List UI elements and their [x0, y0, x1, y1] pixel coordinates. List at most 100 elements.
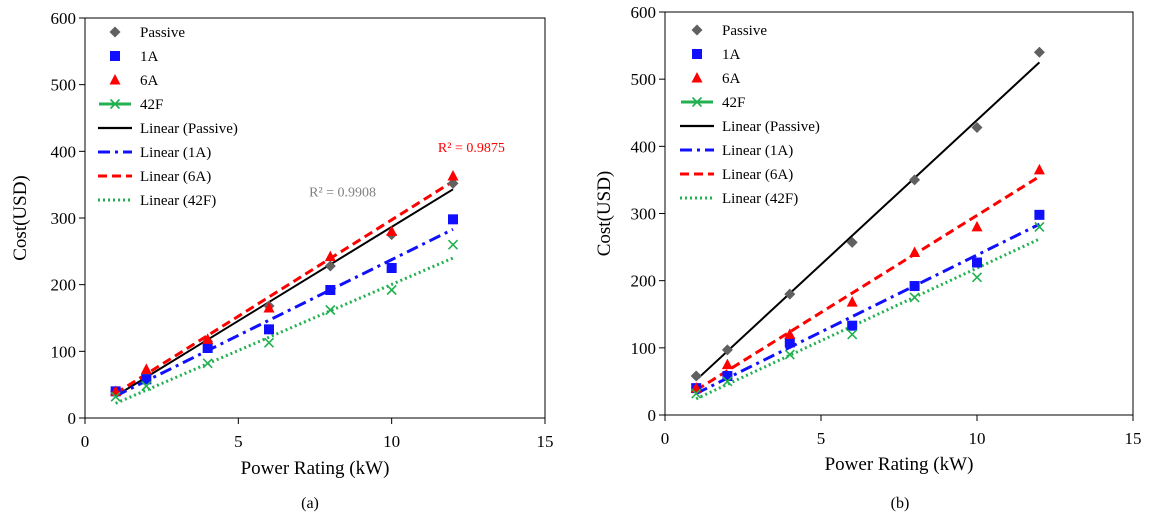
data-point-42f	[325, 304, 336, 316]
data-point-1a	[448, 214, 458, 225]
legend-label: 1A	[140, 49, 159, 65]
data-point-1a	[722, 371, 733, 382]
x-tick-label: 5	[817, 429, 826, 448]
legend-label: 6A	[722, 71, 741, 87]
y-tick-label: 100	[631, 339, 657, 358]
y-tick-label: 500	[51, 76, 77, 95]
data-point-passive	[971, 122, 983, 134]
trendline-linear-42f-	[115, 256, 454, 405]
data-point-42f	[141, 380, 152, 392]
data-point-42f	[202, 358, 213, 369]
y-axis-label: Cost(USD)	[594, 171, 615, 257]
data-point-6a	[1033, 163, 1045, 175]
legend-label: Linear (6A)	[140, 169, 211, 185]
x-tick-label: 15	[537, 432, 554, 451]
x-axis-label: Power Rating (kW)	[825, 454, 974, 475]
legend: Passive 1A 6A 42F Linear (Passive) Linear (1A…	[680, 23, 820, 207]
legend-label: Linear (6A)	[722, 167, 793, 183]
data-point-42f	[1034, 221, 1045, 232]
data-point-1a	[141, 374, 152, 385]
data-point-passive	[690, 370, 702, 382]
data-point-passive	[846, 236, 858, 248]
data-point-6a	[202, 333, 214, 344]
data-point-passive	[784, 288, 796, 300]
x-axis-label: Power Rating (kW)	[241, 458, 390, 479]
x-tick-label: 10	[969, 429, 986, 448]
x-tick-label: 0	[81, 432, 90, 451]
data-point-42f	[971, 272, 983, 283]
data-point-passive	[721, 344, 733, 356]
data-point-6a	[263, 302, 275, 313]
chart-panel-1: 0 100 200 300 400 500 600 0 5 10 15 Power Rating (k…	[594, 3, 1142, 512]
trendline-linear-42f-	[695, 237, 1041, 401]
data-point-6a	[140, 363, 152, 374]
legend-symbol-passive	[691, 24, 703, 36]
legend: Passive 1A 6A 42F Linear (Passive) Linear (1A…	[98, 25, 238, 209]
data-point-1a	[784, 337, 795, 348]
y-tick-label: 100	[51, 342, 77, 361]
legend-label: 6A	[140, 73, 159, 89]
legend-label: Passive	[722, 23, 767, 39]
trendline-linear-1a-	[695, 222, 1041, 395]
y-tick-label: 400	[51, 142, 77, 161]
legend-symbol-42f	[691, 96, 703, 108]
panel-caption: (b)	[891, 495, 910, 512]
data-point-passive	[1033, 46, 1045, 58]
y-tick-label: 0	[68, 409, 77, 428]
y-tick-label: 300	[51, 209, 77, 228]
data-point-1a	[1034, 209, 1045, 220]
data-point-1a	[386, 263, 397, 273]
data-point-42f	[386, 284, 397, 296]
data-point-passive	[447, 177, 459, 189]
data-point-6a	[784, 328, 796, 339]
legend-label: Passive	[140, 25, 185, 41]
y-tick-label: 200	[51, 276, 77, 295]
data-point-42f	[447, 239, 459, 250]
trendline-linear-6a-	[114, 180, 454, 395]
data-point-6a	[721, 358, 733, 370]
legend-label: Linear (42F)	[722, 191, 798, 207]
legend-symbol-6a	[109, 74, 121, 85]
x-tick-label: 5	[234, 432, 243, 451]
data-point-6a	[909, 246, 921, 257]
chart-panel-0: 0 100 200 300 400 500 600 0 5 10 15 Power Rating (k…	[10, 9, 554, 512]
y-tick-label: 500	[631, 70, 657, 89]
y-axis-label: Cost(USD)	[10, 175, 31, 261]
trendline-linear-1a-	[115, 227, 454, 398]
data-point-42f	[909, 292, 920, 303]
panel-caption: (a)	[301, 495, 319, 512]
y-tick-label: 300	[631, 205, 657, 224]
y-tick-label: 400	[631, 137, 657, 156]
data-point-1a	[202, 343, 213, 353]
r-squared-annotation: R² = 0.9908	[309, 186, 376, 201]
x-tick-label: 0	[661, 429, 670, 448]
data-point-42f	[110, 391, 121, 402]
legend-label: 1A	[722, 47, 741, 63]
legend-label: Linear (Passive)	[140, 121, 238, 137]
legend-label: 42F	[722, 95, 745, 111]
data-point-1a	[909, 281, 920, 292]
x-tick-label: 10	[383, 432, 400, 451]
legend-symbol-passive	[109, 26, 121, 38]
trendline-linear-6a-	[695, 175, 1041, 392]
data-point-42f	[691, 388, 702, 399]
legend-label: Linear (Passive)	[722, 119, 820, 135]
x-tick-label: 15	[1125, 429, 1142, 448]
legend-label: Linear (42F)	[140, 193, 216, 209]
legend-symbol-1a	[110, 51, 120, 61]
trendline-linear-passive-	[115, 188, 454, 397]
y-tick-label: 600	[631, 3, 657, 22]
data-point-6a	[324, 250, 336, 262]
legend-symbol-1a	[692, 49, 702, 59]
legend-label: 42F	[140, 97, 163, 113]
data-point-42f	[847, 329, 858, 340]
legend-label: Linear (1A)	[722, 143, 793, 159]
y-tick-label: 600	[51, 9, 77, 28]
data-point-42f	[784, 349, 795, 360]
data-point-1a	[847, 320, 858, 331]
data-point-passive	[324, 260, 336, 272]
r-squared-annotation: R² = 0.9875	[438, 141, 505, 156]
data-point-6a	[386, 225, 398, 236]
y-tick-label: 0	[648, 406, 657, 425]
